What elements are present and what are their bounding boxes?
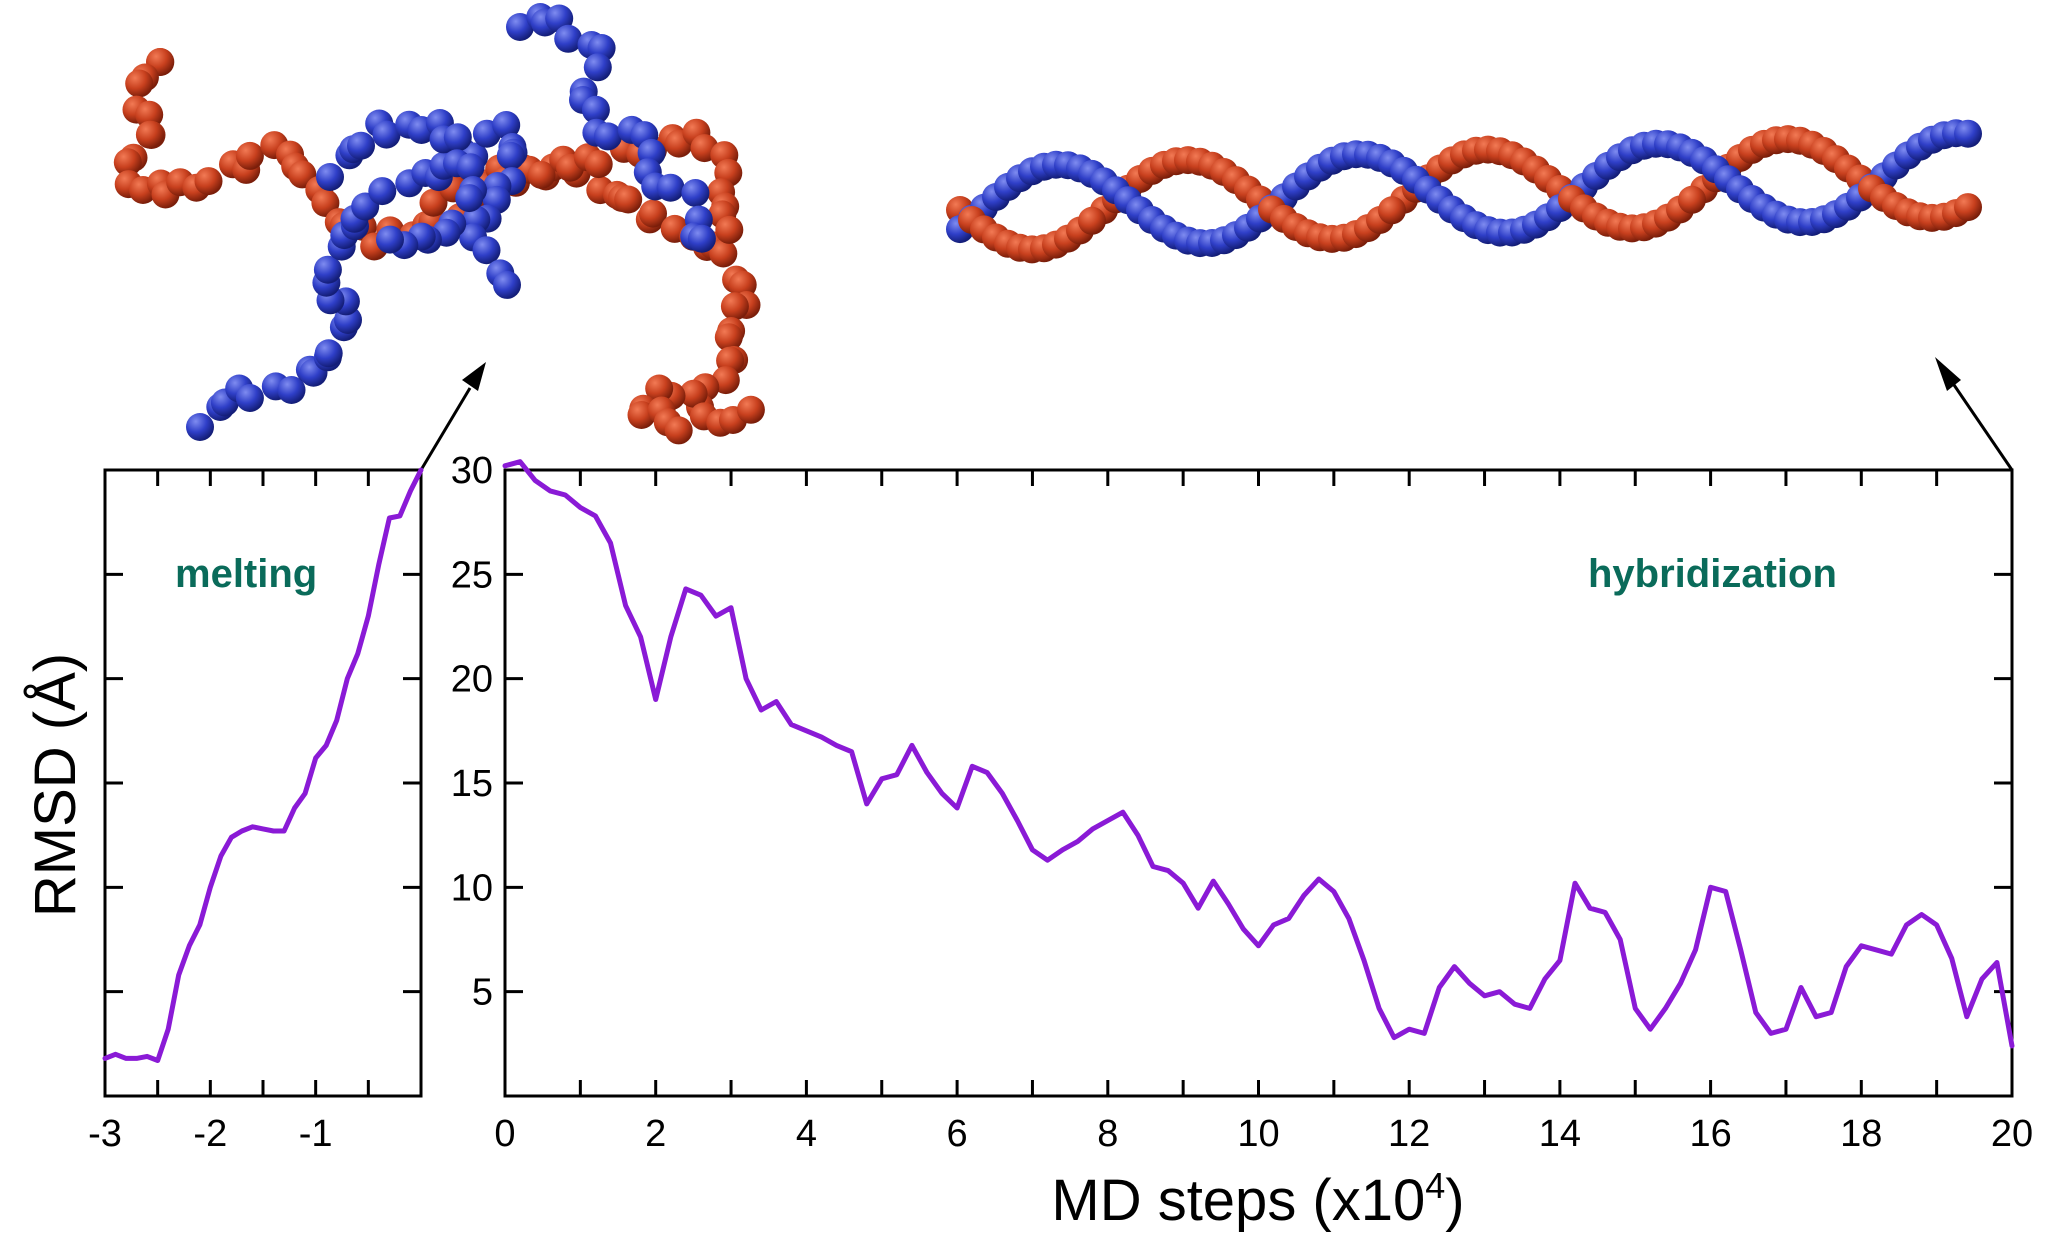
- y-tick-label: 25: [451, 554, 493, 596]
- x-tick-label: 2: [645, 1113, 666, 1155]
- arrow-to-melted: [419, 362, 486, 471]
- y-tick-label: 10: [451, 867, 493, 909]
- hybridization-annotation: hybridization: [1588, 552, 1837, 596]
- hybridization-y-ticks: 5 10 15 20 25 30: [451, 450, 2012, 1014]
- hybridization-panel: 5 10 15 20 25 30 0 2 4 6 8 10 12 14 16 18 20 hybridizat…: [451, 450, 2033, 1155]
- x-tick-label: 12: [1388, 1113, 1430, 1155]
- x-tick-label: 10: [1237, 1113, 1279, 1155]
- y-tick-label: 20: [451, 659, 493, 701]
- x-tick-label: 18: [1840, 1113, 1882, 1155]
- arrow-to-hybridized: [1935, 357, 2014, 471]
- x-tick-label: -1: [299, 1113, 333, 1155]
- x-axis-title: MD steps (x104): [1051, 1165, 1464, 1233]
- melting-panel: -3 -2 -1 melting: [88, 467, 424, 1155]
- melting-y-ticks: [105, 468, 421, 994]
- x-tick-label: 16: [1689, 1113, 1731, 1155]
- x-axis-title-main: MD steps (x10: [1051, 1168, 1425, 1233]
- y-tick-label: 15: [451, 763, 493, 805]
- x-tick-label: 8: [1097, 1113, 1118, 1155]
- hybridization-rmsd-line: [502, 459, 2015, 1049]
- x-tick-label: 6: [947, 1113, 968, 1155]
- melting-annotation: melting: [175, 552, 317, 596]
- melted-dna-illustration: [113, 3, 765, 445]
- hybridization-x-ticks: 0 2 4 6 8 10 12 14 16 18 20: [494, 470, 2033, 1155]
- y-axis-title: RMSD (Å): [23, 653, 88, 917]
- hybridized-dna-illustration: [946, 119, 1982, 264]
- melting-rmsd-line: [102, 467, 424, 1063]
- x-tick-label: -3: [88, 1113, 122, 1155]
- x-axis-title-close: ): [1445, 1168, 1464, 1233]
- x-tick-label: 4: [796, 1113, 817, 1155]
- x-tick-label: 0: [494, 1113, 515, 1155]
- x-tick-label: 20: [1991, 1113, 2033, 1155]
- x-tick-label: 14: [1539, 1113, 1581, 1155]
- y-tick-label: 5: [472, 972, 493, 1014]
- y-tick-label: 30: [451, 450, 493, 492]
- x-axis-title-superscript: 4: [1425, 1165, 1445, 1206]
- x-tick-label: -2: [193, 1113, 227, 1155]
